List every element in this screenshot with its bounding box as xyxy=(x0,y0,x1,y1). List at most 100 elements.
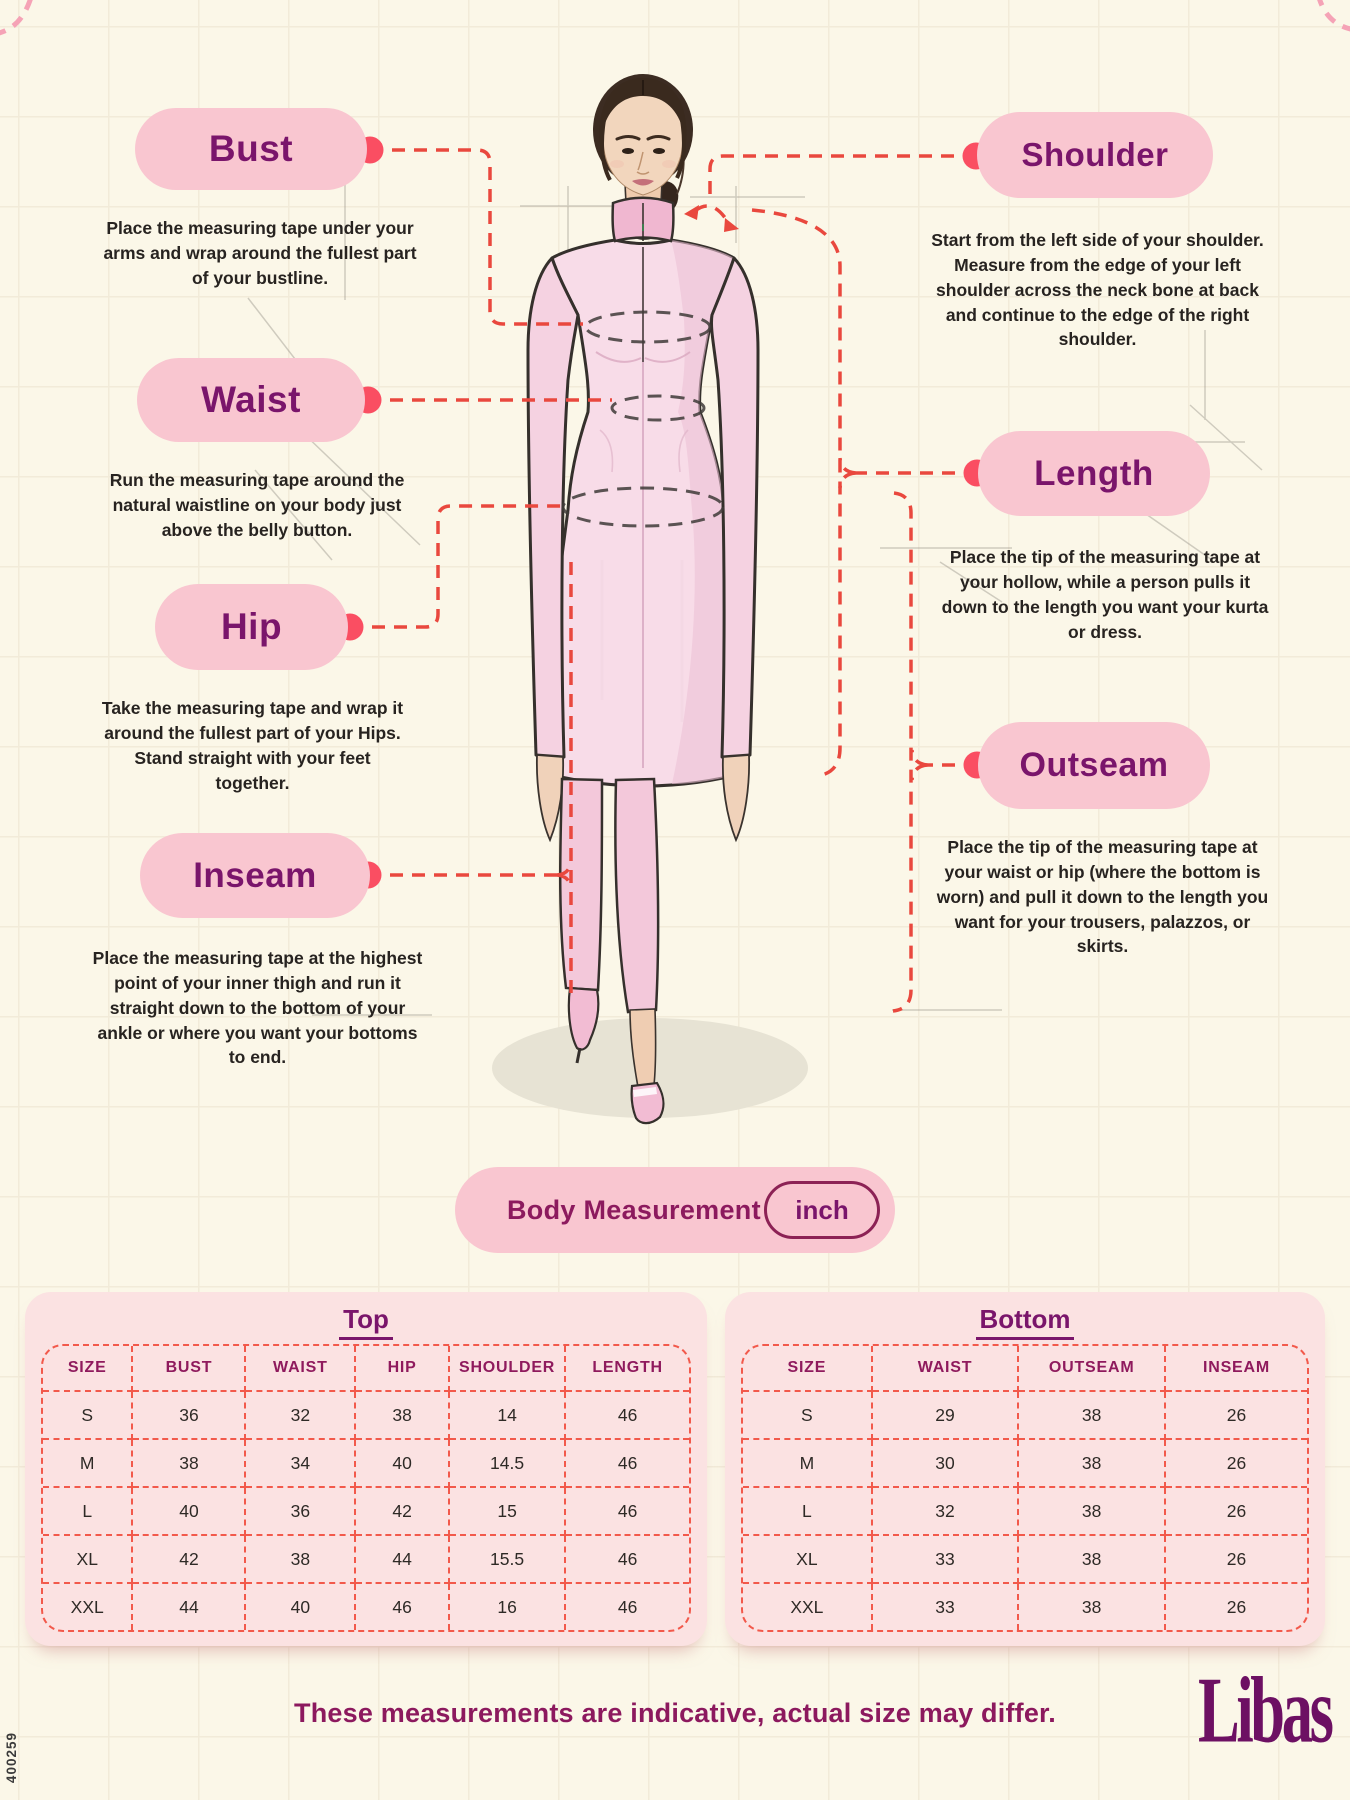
column-header-size: SIZE xyxy=(743,1346,873,1392)
unit-toggle-inch-button[interactable]: inch xyxy=(764,1181,880,1239)
table-row: XL 42 38 44 15.5 46 xyxy=(43,1536,689,1584)
column-header-waist: WAIST xyxy=(246,1346,357,1392)
value-cell: 40 xyxy=(246,1584,357,1630)
value-cell: 26 xyxy=(1165,1440,1307,1488)
hip-label: Hip xyxy=(220,606,283,647)
value-cell: 15.5 xyxy=(449,1536,567,1584)
table-row: XL 33 38 26 xyxy=(743,1536,1307,1584)
waist-label: Waist xyxy=(201,379,301,420)
top-table-title: Top xyxy=(25,1304,707,1340)
table-row: L 40 36 42 15 46 xyxy=(43,1488,689,1536)
value-cell: 38 xyxy=(133,1440,247,1488)
connector-inseam-line xyxy=(368,860,573,890)
shoulder-label: Shoulder xyxy=(1021,136,1169,173)
corner-decoration xyxy=(0,0,33,36)
value-cell: 36 xyxy=(133,1392,247,1440)
bust-label-pill: Bust xyxy=(135,108,367,190)
value-cell: 38 xyxy=(1019,1392,1166,1440)
value-cell: 32 xyxy=(246,1392,357,1440)
size-cell: XXL xyxy=(743,1584,873,1630)
side-code: 400259 xyxy=(4,1732,19,1784)
column-header-length: LENGTH xyxy=(566,1346,689,1392)
column-header-inseam: INSEAM xyxy=(1165,1346,1307,1392)
value-cell: 46 xyxy=(566,1392,689,1440)
bust-description: Place the measuring tape under your arms… xyxy=(103,218,417,288)
value-cell: 26 xyxy=(1165,1488,1307,1536)
column-header-shoulder: SHOULDER xyxy=(449,1346,567,1392)
value-cell: 44 xyxy=(133,1584,247,1630)
size-cell: M xyxy=(43,1440,134,1488)
size-cell: S xyxy=(43,1392,134,1440)
table-row: M 38 34 40 14.5 46 xyxy=(43,1440,689,1488)
size-cell: M xyxy=(743,1440,873,1488)
size-cell: L xyxy=(43,1488,134,1536)
connector-length-line xyxy=(838,457,977,489)
bust-label: Bust xyxy=(208,128,294,169)
value-cell: 42 xyxy=(356,1488,450,1536)
bottom-size-table: SIZE WAIST OUTSEAM INSEAM S 29 38 26 M 30 38 26 L 32 3… xyxy=(741,1344,1309,1632)
value-cell: 46 xyxy=(566,1440,689,1488)
hip-description: Take the measuring tape and wrap it arou… xyxy=(101,698,404,793)
size-cell: XXL xyxy=(43,1584,134,1630)
value-cell: 40 xyxy=(356,1440,450,1488)
shoulder-arrowhead-left xyxy=(684,205,699,220)
value-cell: 32 xyxy=(872,1488,1020,1536)
value-cell: 26 xyxy=(1226,1596,1247,1617)
bottom-table-title: Bottom xyxy=(725,1304,1325,1340)
value-cell: 30 xyxy=(872,1440,1020,1488)
size-cell: XL xyxy=(43,1536,134,1584)
body-measurement-bar: Body Measurement inch xyxy=(455,1167,895,1253)
value-cell: 40 xyxy=(133,1488,247,1536)
value-cell: 38 xyxy=(356,1392,450,1440)
outseam-guide-line xyxy=(892,491,913,1013)
value-cell: 46 xyxy=(617,1596,638,1617)
value-cell: 46 xyxy=(356,1584,450,1630)
value-cell: 15 xyxy=(449,1488,567,1536)
shoulder-description: Start from the left side of your shoulde… xyxy=(931,230,1264,350)
value-cell: 44 xyxy=(356,1536,450,1584)
connector-hip-line xyxy=(350,504,565,629)
inseam-description: Place the measuring tape at the highest … xyxy=(92,948,423,1068)
inseam-label-pill: Inseam xyxy=(140,833,370,918)
waist-description: Run the measuring tape around the natura… xyxy=(109,470,405,540)
value-cell: 38 xyxy=(1019,1488,1166,1536)
value-cell: 26 xyxy=(1165,1536,1307,1584)
value-cell: 38 xyxy=(1019,1536,1166,1584)
column-header-waist: WAIST xyxy=(872,1346,1020,1392)
table-row: XXL 44 40 46 16 46 xyxy=(43,1584,689,1630)
value-cell: 29 xyxy=(872,1392,1020,1440)
size-cell: L xyxy=(743,1488,873,1536)
body-measurement-label: Body Measurement xyxy=(507,1194,761,1225)
table-row: S 36 32 38 14 46 xyxy=(43,1392,689,1440)
connector-shoulder-line xyxy=(708,154,976,198)
column-header-bust: BUST xyxy=(133,1346,247,1392)
table-row: M 30 38 26 xyxy=(743,1440,1307,1488)
value-cell: 26 xyxy=(1165,1392,1307,1440)
model-illustration xyxy=(492,74,808,1125)
column-header-outseam: OUTSEAM xyxy=(1019,1346,1166,1392)
value-cell: 14.5 xyxy=(449,1440,567,1488)
value-cell: 46 xyxy=(566,1488,689,1536)
top-size-panel: Top SIZE BUST WAIST HIP SHOULDER LENGTH S 36 32 3… xyxy=(25,1292,707,1646)
value-cell: 14 xyxy=(449,1392,567,1440)
value-cell: 34 xyxy=(246,1440,357,1488)
value-cell: 36 xyxy=(246,1488,357,1536)
measurement-ellipses xyxy=(561,310,725,528)
outseam-label: Outseam xyxy=(1019,746,1169,784)
sketch-lines xyxy=(247,125,1263,1016)
length-label: Length xyxy=(1034,453,1154,493)
value-cell: 46 xyxy=(566,1536,689,1584)
length-label-pill: Length xyxy=(978,431,1210,516)
outseam-label-pill: Outseam xyxy=(978,722,1210,809)
value-cell: 42 xyxy=(133,1536,247,1584)
top-size-table: SIZE BUST WAIST HIP SHOULDER LENGTH S 36 32 38 14 4… xyxy=(41,1344,691,1632)
shoulder-label-pill: Shoulder xyxy=(977,112,1213,198)
hip-label-pill: Hip xyxy=(155,584,348,670)
value-cell: 38 xyxy=(1019,1440,1166,1488)
bottom-size-panel: Bottom SIZE WAIST OUTSEAM INSEAM S 29 38 26 M 30 3… xyxy=(725,1292,1325,1646)
size-cell: S xyxy=(743,1392,873,1440)
waist-label-pill: Waist xyxy=(137,358,365,442)
column-header-hip: HIP xyxy=(356,1346,450,1392)
